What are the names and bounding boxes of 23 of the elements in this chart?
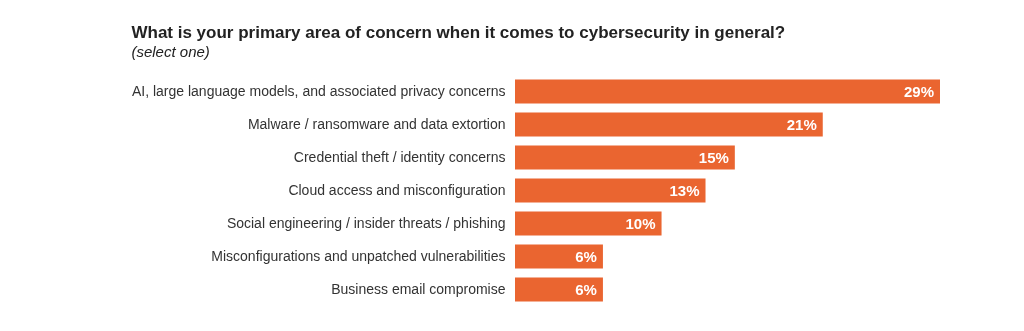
text: (select one) bbox=[131, 43, 210, 60]
data-label: 13% bbox=[669, 181, 700, 199]
bar bbox=[515, 244, 603, 269]
data-label: 6% bbox=[575, 247, 597, 265]
bar bbox=[515, 79, 940, 104]
bar bbox=[515, 277, 603, 302]
data-label: 10% bbox=[625, 214, 656, 232]
data-label: 29% bbox=[903, 82, 934, 100]
y-tick-label: Business email compromise bbox=[331, 280, 506, 297]
y-tick-label: Misconfigurations and unpatched vulnerabilities bbox=[211, 247, 506, 264]
y-tick-label: Social engineering / insider threats / phishing bbox=[226, 214, 506, 231]
bar bbox=[515, 178, 706, 203]
y-tick-label: AI, large language models, and associated privacy concerns bbox=[131, 82, 506, 99]
y-tick-label: Malware / ransomware and data extortion bbox=[247, 115, 506, 132]
chart-title: What is your primary area of concern when it comes to cybersecurity in general? bbox=[131, 23, 786, 42]
bar bbox=[515, 112, 823, 137]
bar bbox=[515, 211, 662, 236]
y-tick-label: Cloud access and misconfiguration bbox=[288, 181, 506, 198]
data-label: 6% bbox=[575, 280, 597, 298]
data-label: 15% bbox=[698, 148, 729, 166]
y-tick-label: Credential theft / identity concerns bbox=[293, 148, 506, 165]
data-label: 21% bbox=[786, 115, 817, 133]
bar bbox=[515, 145, 735, 170]
